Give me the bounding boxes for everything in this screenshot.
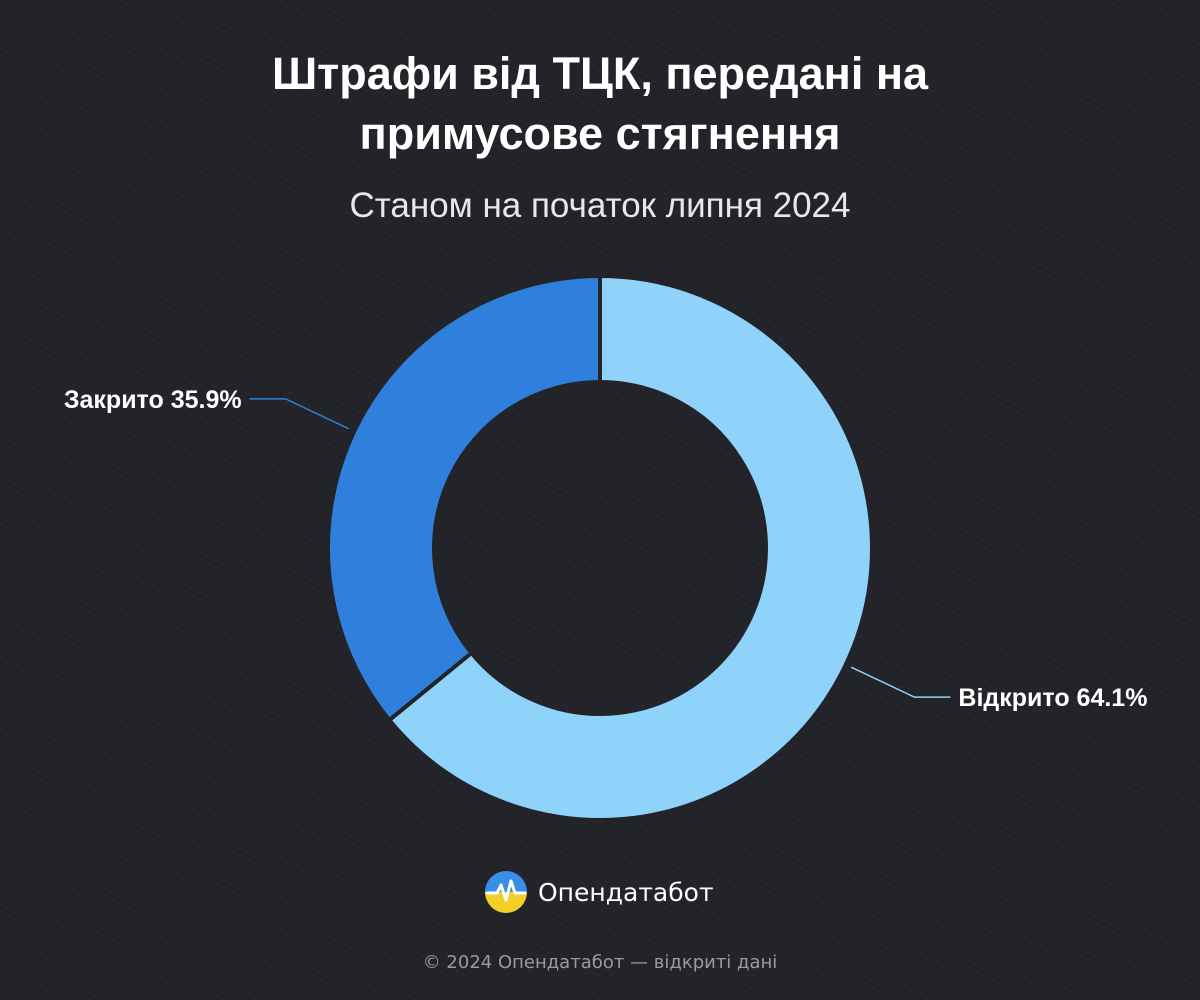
brand-name: Опендатабот	[538, 877, 714, 907]
chart-subtitle: Станом на початок липня 2024	[349, 186, 851, 225]
opendatabot-logo-icon	[485, 871, 527, 913]
donut-slice-1	[326, 274, 602, 723]
donut-slice-0	[387, 274, 874, 822]
chart-title-line2: примусове стягнення	[359, 108, 841, 159]
logo-top-half	[485, 871, 527, 892]
logo-bottom-half	[485, 892, 527, 913]
footer-copyright: © 2024 Опендатабот — відкриті дані	[422, 952, 778, 973]
leader-line-0	[850, 666, 951, 698]
chart-title-line1: Штрафи від ТЦК, передані на	[271, 48, 929, 99]
slice-label-1: Закрито 35.9%	[64, 386, 242, 414]
slice-label-0: Відкрито 64.1%	[958, 684, 1147, 712]
leader-line-1	[249, 398, 350, 430]
brand-logo: Опендатабот	[484, 870, 714, 914]
chart-title: Штрафи від ТЦК, передані на примусове ст…	[100, 44, 1100, 164]
logo-pulse-line	[485, 879, 527, 902]
